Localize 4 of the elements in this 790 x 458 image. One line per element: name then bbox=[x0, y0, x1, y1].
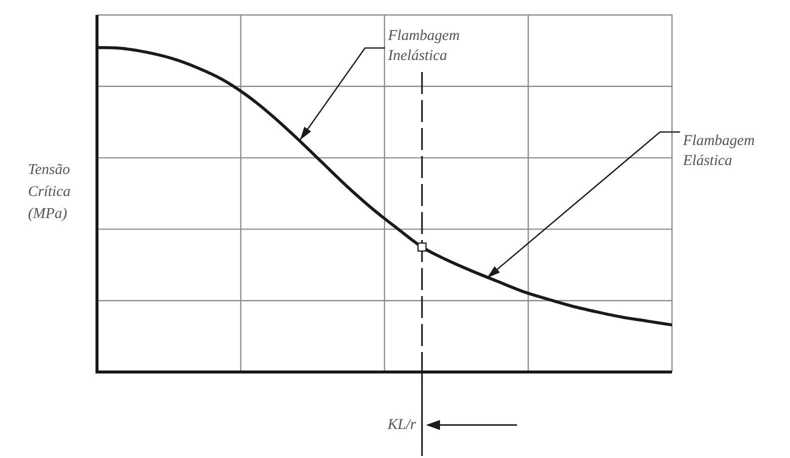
text: Flambagem Elástica bbox=[682, 132, 755, 169]
annotation: Flambagem Inelástica bbox=[387, 28, 460, 64]
y-axis-title: Tensão Crítica (MPa) bbox=[28, 162, 71, 222]
x-axis-title: KL/r bbox=[386, 416, 416, 433]
